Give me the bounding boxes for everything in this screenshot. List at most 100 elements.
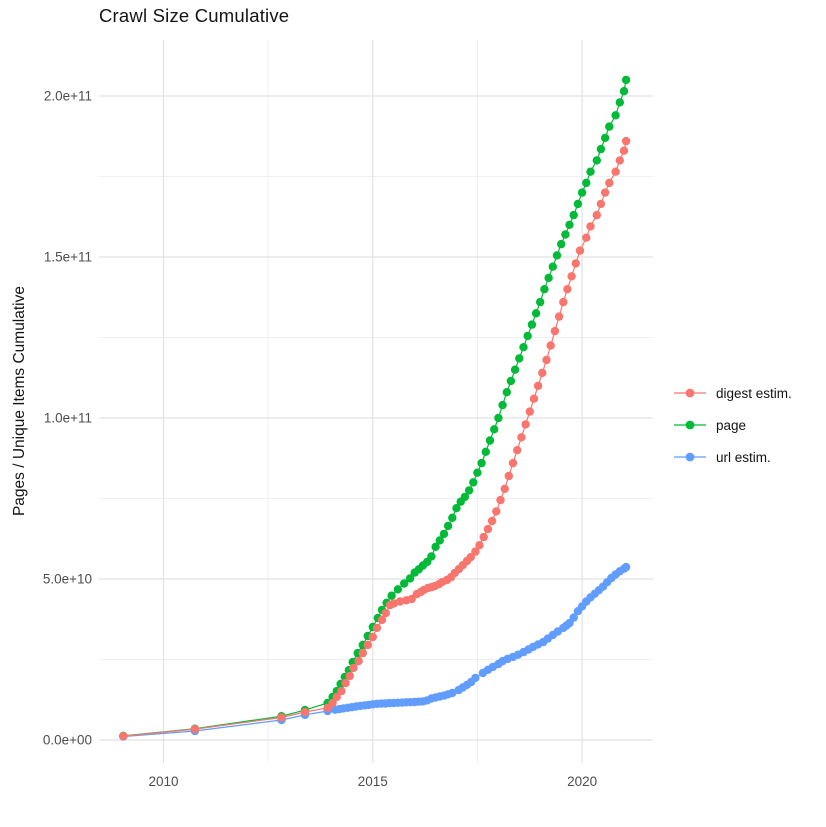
data-point-digest-estim- — [517, 433, 526, 442]
data-point-digest-estim- — [504, 471, 513, 481]
data-point-digest-estim- — [349, 663, 358, 673]
data-point-page — [557, 239, 566, 249]
data-point-page — [435, 536, 444, 545]
data-point-page — [460, 492, 470, 502]
data-point-digest-estim- — [345, 671, 354, 681]
data-point-digest-estim- — [546, 341, 555, 350]
data-point-page — [619, 87, 629, 96]
data-point-page — [565, 220, 574, 229]
data-point-page — [485, 436, 495, 445]
data-point-page — [600, 133, 610, 143]
data-point-page — [548, 262, 557, 271]
data-point-digest-estim- — [300, 707, 310, 717]
data-point-digest-estim- — [496, 495, 505, 505]
data-point-digest-estim- — [586, 222, 595, 231]
data-point-page — [577, 188, 587, 197]
page-title: Crawl Size Cumulative — [99, 5, 290, 26]
data-point-url-estim- — [471, 673, 480, 683]
data-point-page — [490, 425, 499, 434]
data-point-page — [464, 486, 474, 495]
data-point-page — [605, 122, 614, 131]
x-axis-tick-label: 2010 — [148, 774, 178, 789]
data-point-page — [544, 273, 553, 283]
data-point-digest-estim- — [483, 524, 493, 534]
data-point-page — [431, 542, 440, 551]
series-line-digest-estim- — [123, 140, 627, 737]
data-point-digest-estim- — [550, 326, 560, 336]
data-point-digest-estim- — [368, 632, 377, 642]
data-point-page — [448, 513, 457, 522]
data-point-page — [405, 574, 415, 583]
legend-key-digest-estim-icon — [674, 388, 706, 398]
data-point-page — [615, 98, 624, 107]
data-point-digest-estim- — [596, 199, 606, 209]
data-point-digest-estim- — [372, 623, 382, 633]
legend-label-url-estim: url estim. — [716, 449, 771, 465]
data-point-digest-estim- — [513, 446, 522, 455]
data-point-page — [592, 156, 601, 165]
data-point-page — [536, 297, 545, 307]
y-axis-tick-label: 0.0e+00 — [43, 733, 92, 748]
y-axis-tick-label: 1.5e+11 — [44, 250, 92, 265]
y-axis-title-wrap: Pages / Unique Items Cumulative — [4, 40, 36, 763]
data-point-digest-estim- — [611, 167, 620, 176]
data-point-digest-estim- — [277, 713, 286, 722]
x-axis-tick-label: 2020 — [567, 774, 597, 789]
data-point-digest-estim- — [542, 355, 551, 365]
data-point-digest-estim- — [471, 547, 480, 556]
data-point-digest-estim- — [337, 686, 346, 696]
data-point-digest-estim- — [508, 458, 518, 468]
x-axis-tick-label: 2015 — [358, 774, 388, 789]
data-point-page — [561, 230, 570, 239]
data-point-digest-estim- — [619, 146, 629, 155]
data-point-digest-estim- — [381, 608, 390, 618]
data-point-page — [427, 552, 436, 561]
data-point-digest-estim- — [529, 394, 539, 403]
data-point-page — [387, 591, 396, 600]
data-point-digest-estim- — [479, 532, 488, 542]
legend: digest estim. page url estim. — [672, 377, 792, 473]
data-point-page — [443, 521, 453, 531]
data-point-page — [469, 478, 478, 487]
data-point-url-estim- — [448, 688, 457, 698]
data-point-digest-estim- — [521, 420, 530, 429]
data-point-digest-estim- — [559, 297, 568, 307]
data-point-page — [494, 413, 503, 423]
data-point-digest-estim- — [500, 484, 509, 493]
series-line-url-estim- — [123, 566, 627, 738]
data-point-digest-estim- — [395, 597, 405, 606]
data-point-digest-estim- — [190, 724, 200, 734]
data-point-page — [569, 210, 578, 220]
data-point-digest-estim- — [600, 188, 610, 197]
data-point-page — [477, 458, 486, 468]
data-point-page — [502, 388, 511, 397]
data-point-page — [552, 251, 562, 260]
legend-item-page: page — [672, 409, 792, 441]
data-point-digest-estim- — [332, 692, 341, 702]
data-point-digest-estim- — [475, 541, 484, 550]
legend-label-digest-estim: digest estim. — [716, 385, 792, 401]
data-point-digest-estim- — [621, 136, 631, 146]
y-axis-tick-label: 1.0e+11 — [44, 411, 92, 426]
legend-item-digest-estim: digest estim. — [672, 377, 792, 409]
data-point-page — [393, 585, 403, 594]
data-point-page — [586, 167, 595, 176]
data-point-digest-estim- — [119, 731, 128, 741]
data-point-digest-estim- — [354, 656, 363, 666]
data-point-digest-estim- — [592, 210, 601, 220]
data-point-digest-estim- — [538, 368, 547, 378]
data-point-digest-estim- — [466, 552, 475, 562]
data-point-page — [596, 144, 606, 154]
data-point-page — [481, 447, 490, 456]
data-point-page — [498, 400, 507, 410]
legend-label-page: page — [716, 417, 747, 433]
data-point-digest-estim- — [615, 156, 624, 165]
data-point-page — [611, 111, 620, 120]
data-point-url-estim- — [621, 562, 631, 572]
data-point-digest-estim- — [363, 640, 372, 650]
data-point-digest-estim- — [492, 507, 501, 516]
legend-key-page-icon — [674, 420, 706, 430]
data-point-page — [573, 199, 583, 209]
data-point-digest-estim- — [605, 178, 614, 188]
